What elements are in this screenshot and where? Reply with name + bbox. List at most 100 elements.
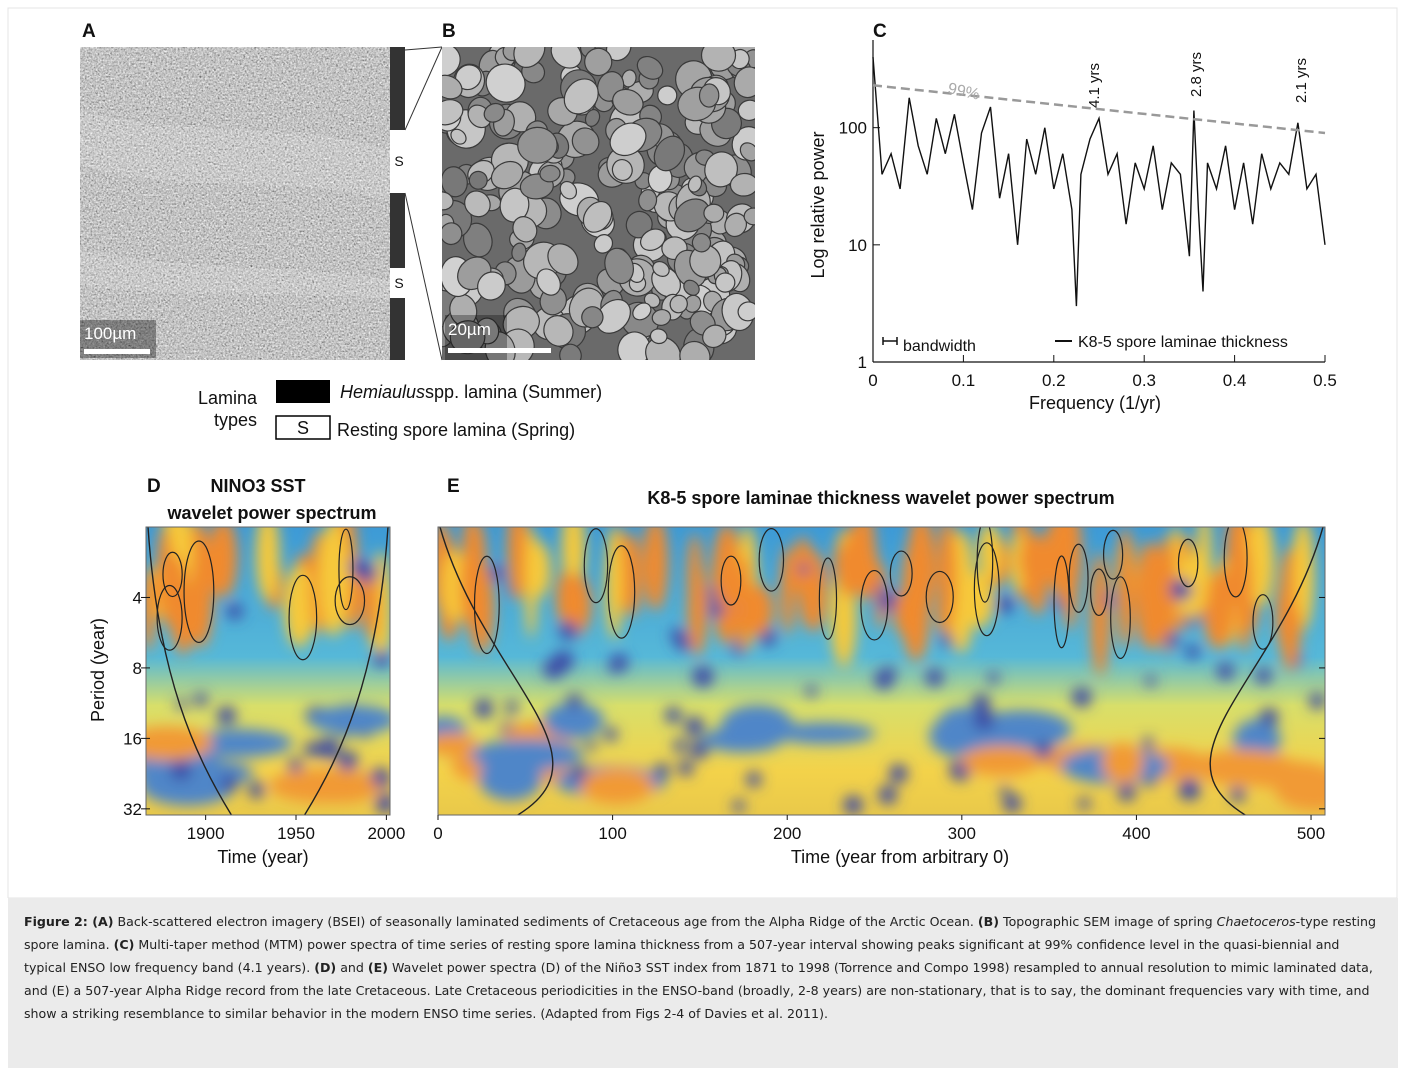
panel-label: D [147, 476, 161, 497]
power-peak [1090, 552, 1110, 676]
power-trough [217, 706, 236, 726]
x-tick-label: 100 [598, 824, 626, 843]
legend-title: types [214, 410, 257, 430]
x-tick-label: 2000 [367, 824, 405, 843]
confidence-line [872, 84, 1326, 135]
x-tick-label: 500 [1297, 824, 1325, 843]
bandwidth-label: bandwidth [903, 338, 976, 355]
power-peak [156, 527, 173, 614]
panel-label: B [442, 21, 456, 42]
power-trough [570, 765, 588, 783]
spore-cell [563, 78, 599, 115]
x-tick-label: 0.5 [1313, 371, 1337, 390]
power-trough [1117, 783, 1136, 802]
significance-contour [334, 576, 366, 626]
spore-cell [739, 142, 755, 162]
x-tick-label: 0.2 [1042, 371, 1066, 390]
power-trough [1003, 794, 1022, 813]
spore-cell [464, 190, 491, 218]
power-trough [1260, 708, 1279, 727]
power-trough [843, 795, 863, 815]
spore-cell [450, 128, 467, 145]
power-peak [507, 527, 528, 601]
power-trough [995, 595, 1014, 614]
power-peak [1135, 541, 1166, 651]
spore-cell [698, 83, 720, 108]
peak-label: 4.1 yrs [1086, 63, 1103, 108]
significance-contour [1068, 543, 1089, 613]
spore-cell [483, 102, 505, 123]
spore-cell [733, 66, 755, 99]
power-trough [1071, 687, 1092, 708]
power-band [438, 733, 478, 757]
power-peak [853, 538, 879, 600]
spore-cell [724, 212, 748, 238]
cone-of-influence [147, 527, 232, 815]
power-peak [363, 564, 379, 641]
power-peak [1061, 527, 1079, 631]
power-trough [692, 666, 714, 688]
spore-cell [612, 88, 644, 116]
spore-cell [649, 328, 668, 345]
spore-cell [539, 164, 561, 183]
spore-cell [581, 306, 604, 329]
spore-cell [653, 135, 686, 172]
power-trough [1178, 778, 1201, 801]
spore-cell [477, 271, 506, 301]
significance-contour [607, 545, 636, 639]
significance-contour [1053, 555, 1070, 649]
spore-cell [611, 158, 633, 182]
power-trough [193, 692, 208, 707]
power-peak [687, 533, 703, 623]
power-peak [902, 564, 930, 662]
x-tick-label: 400 [1122, 824, 1150, 843]
power-peak [1203, 574, 1235, 650]
significance-contour [338, 528, 354, 611]
y-tick-label: 32 [123, 800, 142, 819]
chart-title: K8-5 spore laminae thickness wavelet pow… [647, 488, 1114, 508]
spore-cell [673, 198, 711, 233]
power-trough [805, 685, 817, 697]
lamina-strip [390, 47, 405, 360]
power-peak [1245, 527, 1275, 607]
power-trough [552, 650, 574, 672]
power-trough [973, 708, 995, 731]
significance-contour [1252, 594, 1274, 650]
significance-contour [183, 540, 215, 644]
legend-text: spp. lamina (Summer) [425, 382, 602, 402]
caption-run: (D) [314, 960, 337, 975]
power-peak [836, 540, 862, 597]
spore-cell [737, 301, 755, 322]
power-trough [1145, 675, 1157, 687]
power-peak [1293, 531, 1308, 615]
power-trough [373, 650, 390, 668]
power-band [1101, 742, 1144, 784]
power-trough [170, 759, 192, 781]
peak-label: 2.8 yrs [1188, 52, 1205, 97]
power-trough [1165, 633, 1180, 648]
power-trough [1216, 662, 1235, 681]
caption: Figure 2: (A) Back-scattered electron im… [8, 898, 1398, 1068]
power-peak [937, 527, 957, 634]
caption-run: (E) [367, 960, 389, 975]
x-tick-label: 1950 [277, 824, 315, 843]
caption-run: -type resting spore lamina. [24, 914, 1380, 952]
power-trough [338, 751, 358, 771]
light-band [80, 250, 390, 300]
power-trough [474, 699, 494, 718]
chart-title: NINO3 SST [210, 476, 305, 496]
y-tick-label: 16 [123, 729, 142, 748]
power-trough [1078, 797, 1091, 810]
power-trough [610, 653, 629, 672]
power-trough [654, 763, 670, 778]
significance-contour [162, 551, 183, 598]
power-peak [1027, 558, 1048, 615]
spore-cell [517, 126, 558, 164]
plot-frame [437, 526, 1326, 816]
spore-cell [640, 228, 666, 251]
spore-cell [703, 203, 725, 223]
spore-cell [636, 55, 664, 80]
caption-run: Back-scattered electron imagery (BSEI) o… [113, 914, 978, 929]
power-peak [255, 527, 280, 601]
